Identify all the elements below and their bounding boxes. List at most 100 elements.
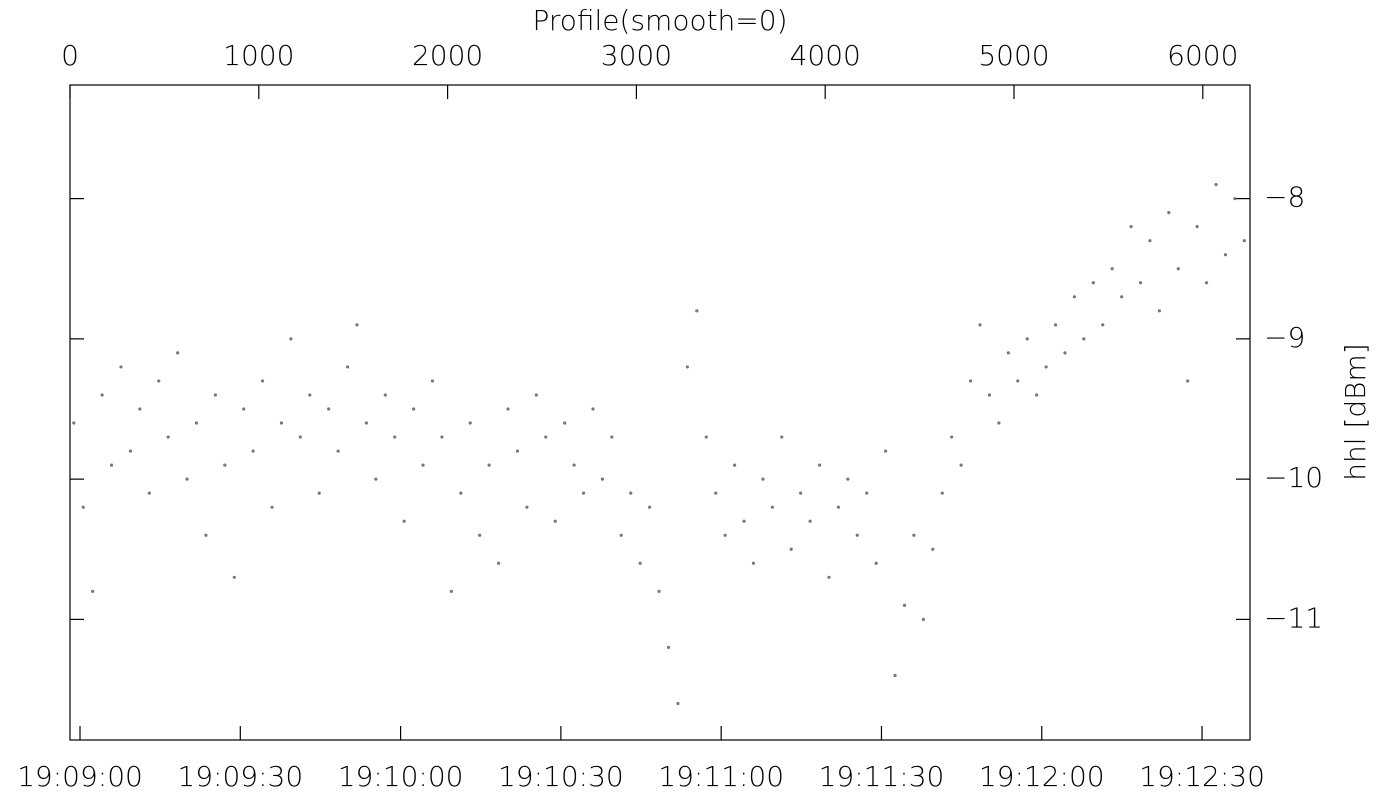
- bottom-tick-label: 19:12:30: [1139, 760, 1265, 793]
- point: [893, 673, 897, 678]
- point: [638, 561, 642, 565]
- point: [496, 561, 501, 565]
- point: [902, 603, 907, 607]
- point: [581, 491, 586, 495]
- point: [732, 463, 737, 467]
- point: [81, 505, 85, 509]
- point: [666, 645, 671, 650]
- point: [176, 351, 180, 355]
- point: [534, 393, 538, 397]
- point: [166, 435, 170, 439]
- point: [695, 309, 699, 313]
- point: [657, 589, 661, 593]
- point: [487, 463, 491, 467]
- point: [1157, 309, 1161, 313]
- point: [72, 421, 76, 425]
- point: [515, 449, 520, 453]
- point: [921, 617, 925, 621]
- point: [232, 575, 236, 579]
- point: [884, 449, 888, 453]
- point: [1223, 253, 1228, 257]
- point: [1195, 225, 1199, 229]
- y-tick-label: −10: [1264, 461, 1323, 494]
- point: [846, 477, 850, 481]
- point: [147, 491, 151, 495]
- point: [478, 533, 482, 537]
- point: [223, 463, 227, 467]
- bottom-tick-label: 19:09:30: [177, 760, 303, 793]
- point: [1214, 182, 1218, 187]
- point: [157, 379, 161, 383]
- point: [997, 421, 1001, 425]
- point: [799, 491, 803, 495]
- bottom-tick-label: 19:11:30: [819, 760, 945, 793]
- point: [119, 365, 123, 369]
- point: [770, 505, 774, 509]
- point: [648, 505, 652, 509]
- point: [874, 561, 878, 565]
- point: [761, 477, 765, 481]
- point: [430, 379, 435, 383]
- point: [242, 407, 246, 411]
- point: [1148, 239, 1152, 243]
- point: [204, 533, 208, 537]
- point: [968, 379, 973, 383]
- point: [1110, 267, 1114, 271]
- point: [1016, 379, 1020, 383]
- point: [459, 491, 463, 495]
- point: [109, 463, 114, 467]
- point: [610, 435, 614, 439]
- point: [1242, 239, 1246, 243]
- point: [506, 407, 510, 411]
- point: [308, 393, 312, 397]
- point: [1063, 351, 1067, 355]
- top-tick-label: 1000: [223, 39, 294, 72]
- top-tick-label: 6000: [1167, 39, 1238, 72]
- point: [676, 701, 680, 706]
- point: [572, 463, 576, 467]
- y-tick-label: −11: [1264, 601, 1323, 634]
- top-tick-label: 4000: [790, 39, 861, 72]
- point: [440, 435, 444, 439]
- point: [185, 477, 189, 481]
- point: [91, 589, 95, 593]
- point: [336, 449, 340, 453]
- point: [780, 435, 784, 439]
- point: [931, 547, 935, 551]
- bottom-tick-label: 19:12:00: [979, 760, 1105, 793]
- point: [128, 449, 133, 453]
- point: [865, 491, 869, 495]
- point: [827, 575, 831, 579]
- bottom-tick-label: 19:11:00: [658, 760, 784, 793]
- point: [1186, 379, 1190, 383]
- point: [600, 477, 605, 481]
- point: [412, 407, 416, 411]
- point: [1082, 337, 1086, 341]
- top-tick-label: 5000: [978, 39, 1049, 72]
- point: [1120, 295, 1124, 299]
- point: [525, 505, 529, 509]
- point: [364, 421, 369, 425]
- point: [251, 449, 255, 453]
- point: [544, 435, 548, 439]
- point: [940, 491, 944, 495]
- point: [374, 477, 378, 481]
- point: [270, 505, 274, 509]
- point: [213, 393, 217, 397]
- point: [855, 533, 859, 537]
- top-tick-label: 2000: [412, 39, 483, 72]
- point: [704, 435, 708, 439]
- point: [449, 589, 453, 593]
- point: [959, 463, 963, 467]
- point: [987, 393, 992, 397]
- y-tick-label: −8: [1264, 181, 1305, 214]
- point: [1072, 295, 1077, 299]
- y-axis-label: hhl [dBm]: [1339, 343, 1372, 480]
- point: [1167, 211, 1171, 215]
- point: [355, 323, 359, 327]
- point: [836, 505, 841, 509]
- point: [1138, 281, 1143, 285]
- point: [629, 491, 633, 495]
- point: [619, 533, 623, 537]
